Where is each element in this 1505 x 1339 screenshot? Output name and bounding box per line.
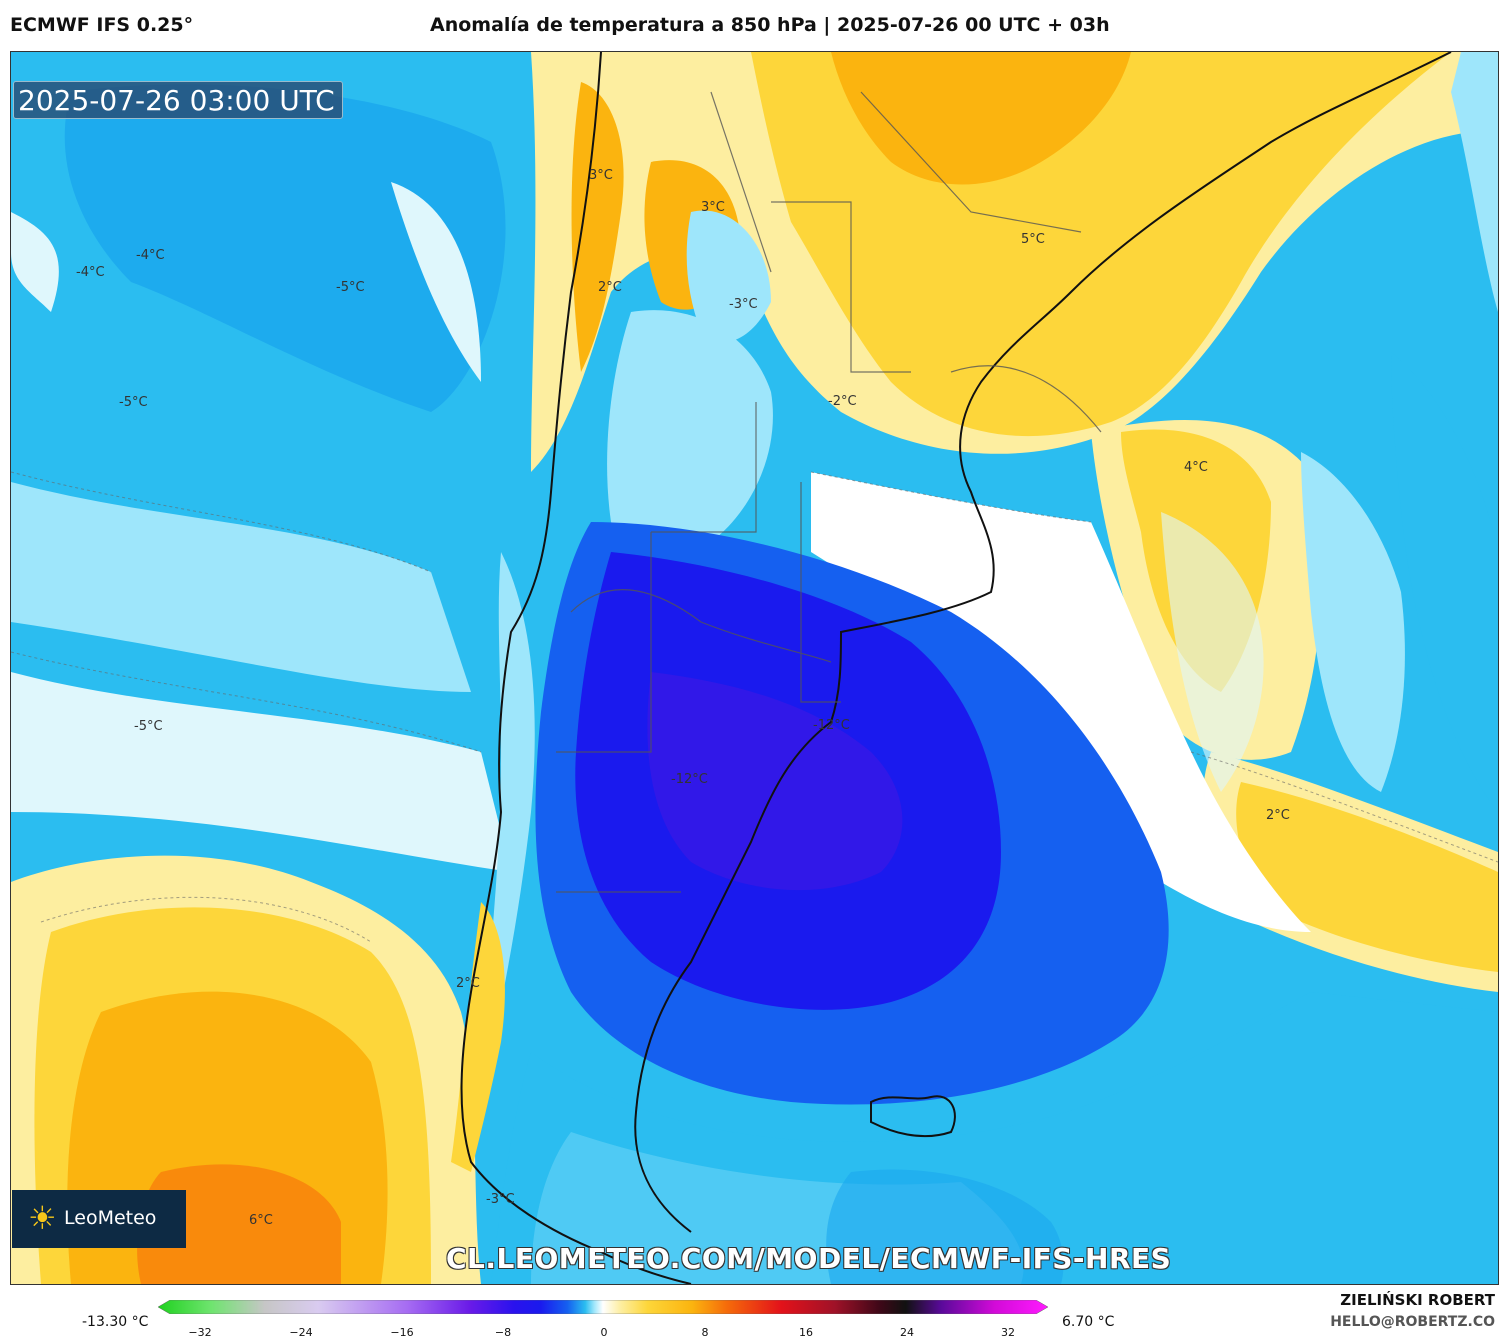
colorbar-tick: −8 [494, 1326, 512, 1339]
sun-icon: ☀ [28, 1199, 57, 1237]
author-name: ZIELIŃSKI ROBERT [1340, 1291, 1495, 1309]
contour-label: 2°C [598, 280, 622, 295]
legend-min-value: -13.30 °C [82, 1314, 149, 1330]
source-watermark: CL.LEOMETEO.COM/MODEL/ECMWF-IFS-HRES [446, 1242, 1172, 1275]
colorbar-tick: −16 [390, 1326, 414, 1339]
colorbar [158, 1300, 1048, 1314]
author-email[interactable]: HELLO@ROBERTZ.CO [1330, 1314, 1495, 1330]
contour-label: -5°C [134, 719, 163, 734]
contour-label: 4°C [1184, 460, 1208, 475]
contour-label: -12°C [813, 718, 850, 733]
colorbar-tick: 32 [1001, 1326, 1015, 1339]
colorbar-tick: 8 [701, 1326, 709, 1339]
contour-label: -3°C [729, 297, 758, 312]
contour-label: -5°C [119, 395, 148, 410]
colorbar-tick: −32 [188, 1326, 212, 1339]
chart-title: Anomalía de temperatura a 850 hPa | 2025… [430, 14, 1110, 36]
legend-max-value: 6.70 °C [1062, 1314, 1115, 1330]
colorbar-tick: 0 [600, 1326, 608, 1339]
contour-label: -4°C [76, 265, 105, 280]
contour-label: 6°C [249, 1213, 273, 1228]
leometeo-logo: ☀ LeoMeteo [12, 1190, 186, 1248]
contour-label: -4°C [136, 248, 165, 263]
temperature-anomaly-map[interactable]: 2025-07-26 03:00 UTC 3°C 3°C -4°C -4°C -… [10, 51, 1499, 1285]
colorbar-tick: 16 [799, 1326, 813, 1339]
logo-text: LeoMeteo [64, 1207, 157, 1229]
colorbar-tick: −24 [289, 1326, 313, 1339]
contour-label: 2°C [456, 976, 480, 991]
contour-label: -5°C [336, 280, 365, 295]
map-canvas [11, 52, 1498, 1284]
contour-label: 3°C [589, 168, 613, 183]
valid-time-stamp: 2025-07-26 03:00 UTC [13, 81, 343, 119]
contour-label: -2°C [828, 394, 857, 409]
model-name: ECMWF IFS 0.25° [10, 14, 194, 36]
contour-label: -3°C [486, 1192, 515, 1207]
contour-label: 2°C [1266, 808, 1290, 823]
contour-label: -12°C [671, 772, 708, 787]
contour-label: 5°C [1021, 232, 1045, 247]
contour-label: 3°C [701, 200, 725, 215]
colorbar-tick: 24 [900, 1326, 914, 1339]
